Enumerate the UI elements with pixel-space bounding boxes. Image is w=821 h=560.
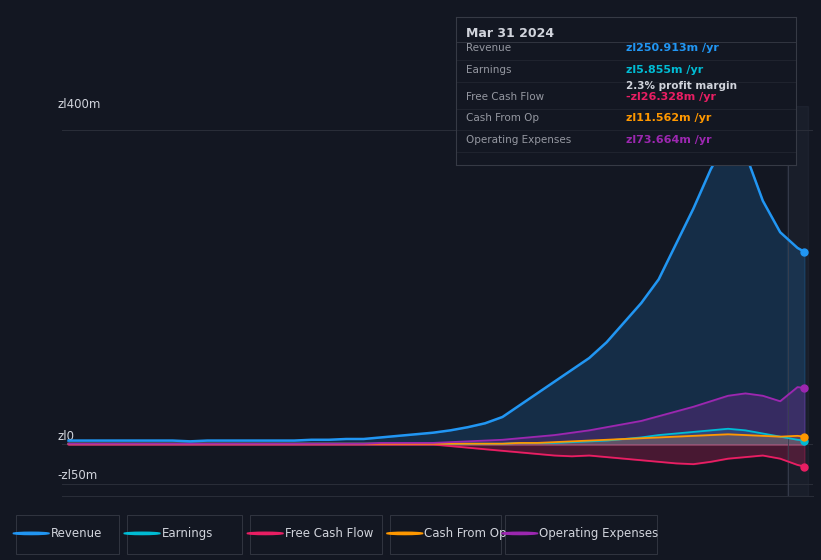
Text: Free Cash Flow: Free Cash Flow: [285, 527, 374, 540]
Text: Revenue: Revenue: [51, 527, 103, 540]
Circle shape: [13, 532, 49, 535]
Text: Mar 31 2024: Mar 31 2024: [466, 27, 554, 40]
Text: -zl50m: -zl50m: [57, 469, 98, 482]
Circle shape: [124, 532, 160, 535]
Circle shape: [247, 532, 283, 535]
Text: Earnings: Earnings: [466, 65, 511, 75]
Text: Free Cash Flow: Free Cash Flow: [466, 92, 544, 102]
Text: Operating Expenses: Operating Expenses: [466, 135, 571, 145]
Text: zl250.913m /yr: zl250.913m /yr: [626, 43, 719, 53]
Text: Cash From Op: Cash From Op: [466, 113, 539, 123]
Text: Cash From Op: Cash From Op: [424, 527, 507, 540]
Bar: [787, 106, 808, 496]
Text: zl73.664m /yr: zl73.664m /yr: [626, 135, 712, 145]
Text: zl400m: zl400m: [57, 97, 101, 110]
Text: Revenue: Revenue: [466, 43, 511, 53]
Circle shape: [387, 532, 423, 535]
Text: -zl26.328m /yr: -zl26.328m /yr: [626, 92, 716, 102]
Text: Operating Expenses: Operating Expenses: [539, 527, 658, 540]
Text: Earnings: Earnings: [162, 527, 213, 540]
Text: zl11.562m /yr: zl11.562m /yr: [626, 113, 711, 123]
Circle shape: [502, 532, 538, 535]
Text: zl0: zl0: [57, 430, 75, 442]
Text: zl5.855m /yr: zl5.855m /yr: [626, 65, 704, 75]
Text: 2.3% profit margin: 2.3% profit margin: [626, 81, 737, 91]
